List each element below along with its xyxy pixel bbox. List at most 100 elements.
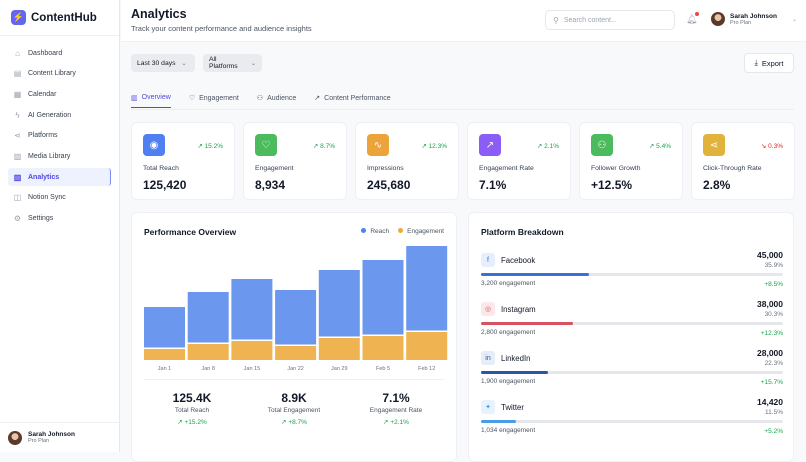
tab-content-performance[interactable]: ↗ Content Performance: [314, 88, 390, 108]
kpi-card: ◉ ↗ 15.2% Total Reach 125,420: [131, 122, 235, 200]
stat-value: 125.4K: [172, 391, 212, 405]
kpi-value: 125,420: [143, 178, 187, 192]
platform-percent: 30.3%: [764, 311, 783, 318]
kpi-card: ⚇ ↗ 5.4% Follower Growth +12.5%: [579, 122, 683, 200]
instagram-icon: ◎: [481, 302, 495, 316]
kpi-label: Engagement: [255, 165, 294, 172]
platform-percent: 22.3%: [764, 360, 783, 367]
sidebar-nav: ⌂ Dashboard ▤ Content Library ▦ Calendar ϟ AI G…: [0, 36, 119, 228]
sidebar-item-content-library[interactable]: ▤ Content Library: [8, 65, 111, 83]
tab-bar: ▥ Overview ♡ Engagement ⚇ Audience ↗ Content Pe…: [131, 88, 409, 108]
kpi-value: 7.1%: [479, 178, 507, 192]
bell-icon[interactable]: 🔔︎: [686, 14, 698, 24]
legend-engagement: Engagement: [398, 228, 444, 235]
stat-value: 7.1%: [382, 391, 410, 405]
platform-row-facebook[interactable]: f Facebook 45,000 35.9% 3,200 engagement +8.5…: [481, 250, 783, 302]
sidebar-item-notion-sync[interactable]: ◫ Notion Sync: [8, 189, 111, 207]
sidebar-item-settings[interactable]: ⚙ Settings: [8, 210, 111, 228]
bar-chart-icon: ▥: [13, 172, 22, 182]
sidebar-item-label: Settings: [28, 215, 54, 222]
sidebar-item-platforms[interactable]: ⋖ Platforms: [8, 127, 111, 145]
bar-reach: [275, 290, 317, 345]
kpi-change: ↗ 5.4%: [648, 143, 671, 150]
platform-select[interactable]: All Platforms ⌄: [203, 54, 262, 72]
stat-label: Total Reach: [174, 407, 210, 414]
sidebar-item-label: Notion Sync: [28, 194, 66, 202]
platform-value: 28,000: [757, 348, 783, 358]
user-name: Sarah Johnson: [28, 431, 75, 438]
tab-overview[interactable]: ▥ Overview: [131, 88, 171, 108]
trending-up-icon: ↗: [177, 419, 185, 426]
bar-reach: [406, 246, 448, 331]
sidebar-item-media-library[interactable]: ▨ Media Library: [8, 147, 111, 165]
kpi-label: Follower Growth: [591, 165, 641, 172]
bar-engagement: [187, 344, 229, 360]
bar-engagement: [318, 338, 360, 360]
tab-label: Overview: [141, 94, 171, 101]
share-icon: ⋖: [703, 134, 725, 156]
x-tick-label: Jan 29: [331, 366, 348, 372]
kpi-card: ⋖ ↘ 0.3% Click-Through Rate 2.8%: [691, 122, 795, 200]
kpi-value: 245,680: [367, 178, 411, 192]
stat-value: 8.9K: [281, 391, 307, 405]
kpi-label: Impressions: [367, 165, 404, 172]
sidebar-item-calendar[interactable]: ▦ Calendar: [8, 85, 111, 103]
kpi-change: ↗ 8.7%: [312, 143, 335, 150]
x-tick-label: Jan 1: [158, 366, 171, 372]
sidebar-item-ai-generation[interactable]: ϟ AI Generation: [8, 106, 111, 124]
progress-fill: [481, 371, 549, 374]
platform-engagement: 3,200 engagement: [481, 280, 536, 287]
progress-fill: [481, 273, 590, 276]
user-menu[interactable]: Sarah Johnson Pro Plan ⌄: [711, 12, 797, 26]
x-tick-label: Feb 12: [418, 366, 435, 372]
platform-value: All Platforms: [209, 56, 238, 70]
platform-name: Twitter: [501, 403, 524, 412]
logo[interactable]: ⚡ ContentHub: [0, 0, 119, 36]
page-subtitle: Track your content performance and audie…: [131, 24, 312, 33]
x-tick-label: Jan 22: [287, 366, 304, 372]
x-tick-label: Feb 5: [376, 366, 390, 372]
platform-row-instagram[interactable]: ◎ Instagram 38,000 30.3% 2,800 engagement +12…: [481, 299, 783, 351]
user-plan: Pro Plan: [730, 19, 752, 26]
tab-engagement[interactable]: ♡ Engagement: [189, 88, 239, 108]
search-input[interactable]: ⚲ Search content...: [545, 10, 675, 30]
platform-engagement: 1,900 engagement: [481, 378, 536, 385]
date-range-value: Last 30 days: [137, 59, 176, 67]
kpi-change: ↗ 15.2%: [197, 143, 223, 150]
kpi-label: Click-Through Rate: [703, 165, 762, 172]
user-plan: Pro Plan: [28, 438, 50, 444]
bar-engagement: [275, 346, 317, 360]
download-icon: ⤓: [754, 58, 758, 67]
platform-change: +8.5%: [764, 281, 783, 288]
book-icon: ◫: [13, 193, 22, 203]
chart-legend: Reach Engagement: [361, 228, 444, 235]
date-range-select[interactable]: Last 30 days ⌄: [131, 54, 195, 72]
sparkle-icon: ϟ: [15, 110, 20, 120]
heart-icon: ♡: [188, 95, 196, 102]
image-icon: ▨: [13, 151, 22, 161]
sidebar-item-label: Dashboard: [28, 49, 63, 57]
notification-dot: [695, 12, 699, 16]
kpi-change: ↗ 12.3%: [421, 143, 447, 150]
tab-audience[interactable]: ⚇ Audience: [257, 88, 296, 108]
bar-reach: [231, 279, 273, 340]
tab-label: Audience: [267, 94, 297, 102]
trending-up-icon: ↗: [383, 419, 391, 426]
platform-progress: [481, 322, 783, 325]
tab-divider: [131, 109, 794, 110]
export-button[interactable]: ⤓ Export: [744, 53, 794, 73]
kpi-change: ↗ 2.1%: [536, 143, 559, 150]
sidebar-item-analytics[interactable]: ▥ Analytics: [8, 168, 111, 187]
sidebar-item-dashboard[interactable]: ⌂ Dashboard: [8, 44, 111, 62]
platform-progress: [481, 273, 783, 276]
platform-row-twitter[interactable]: ✦ Twitter 14,420 11.5% 1,034 engagement +5.2%: [481, 397, 783, 449]
platform-row-linkedin[interactable]: in LinkedIn 28,000 22.3% 1,900 engagement +15…: [481, 348, 783, 400]
tab-label: Engagement: [199, 94, 239, 102]
avatar: [8, 430, 22, 445]
platform-name: Instagram: [501, 305, 536, 314]
x-tick-label: Jan 8: [201, 366, 214, 372]
platform-percent: 11.5%: [765, 409, 783, 416]
linkedin-icon: in: [481, 351, 495, 365]
sidebar-user[interactable]: Sarah Johnson Pro Plan: [0, 422, 120, 452]
page-title: Analytics: [131, 7, 187, 21]
